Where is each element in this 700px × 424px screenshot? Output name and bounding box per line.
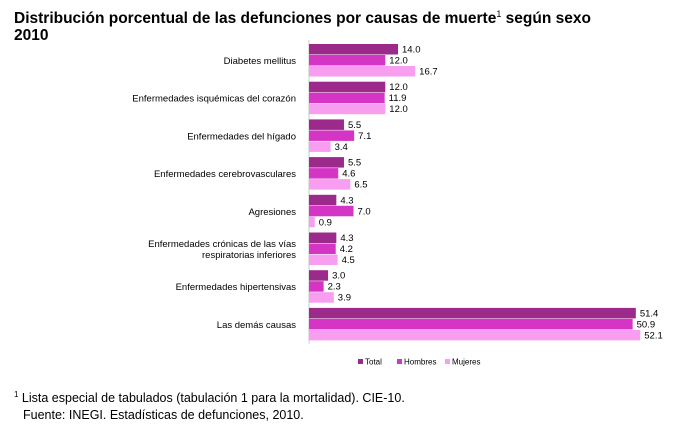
value-label: 16.7 [419,67,438,78]
bar-mujeres [309,254,338,265]
category-label: Enfermedades isquémicas del corazón [132,94,296,105]
value-label: 0.9 [319,217,332,228]
value-label: 4.5 [342,255,355,266]
value-label: 4.3 [340,195,353,206]
bar-hombres [309,168,339,179]
value-label: 3.0 [332,271,345,282]
title-text-tail: según sexo [501,10,591,27]
bar-hombres [309,130,355,141]
legend-swatch-total [358,359,363,364]
category-label: Las demás causas [217,320,296,331]
bar-mujeres [309,179,351,190]
bar-chart: Diabetes mellitus14.012.016.7Enfermedade… [132,40,663,367]
bar-hombres [309,55,386,66]
bar-mujeres [309,292,334,303]
title-footnote-marker: 1 [496,9,502,19]
bar-total [309,307,636,319]
category-label: Enfermedades cerebrovasculares [154,169,296,180]
title-line-1: Distribución porcentual de las defuncion… [14,6,694,27]
value-label: 2.3 [328,282,341,293]
value-label: 3.4 [335,142,348,153]
footnote-source: Fuente: INEGI. Estadísticas de defuncion… [23,408,304,422]
value-label: 4.6 [342,169,355,180]
bar-total [309,270,329,281]
bar-mujeres [309,216,315,228]
bar-mujeres [309,329,641,341]
legend-label-total: Total [365,358,382,367]
value-label: 12.0 [389,104,408,115]
value-label: 12.0 [389,56,408,67]
bar-total [309,194,337,206]
value-label: 7.0 [358,206,371,217]
value-label: 7.1 [358,131,371,142]
value-label: 5.5 [348,120,361,131]
bar-hombres [309,318,633,330]
category-label: Enfermedades crónicas de las vías [148,239,296,250]
bar-total [309,44,399,55]
value-label: 3.9 [338,293,351,304]
legend-swatch-hombres [397,359,402,364]
bar-total [309,232,337,243]
value-label: 4.3 [340,233,353,244]
bar-mujeres [309,103,386,115]
value-label: 50.9 [637,319,656,330]
value-label: 5.5 [348,158,361,169]
category-label: Enfermedades del hígado [187,131,296,142]
legend-label-mujeres: Mujeres [452,358,480,367]
legend-swatch-mujeres [445,359,450,364]
value-label: 52.1 [644,330,663,341]
category-label: Agresiones [248,207,296,218]
value-label: 4.2 [340,244,353,255]
bar-hombres [309,205,354,217]
value-label: 11.9 [389,93,407,104]
footnote-text-1: Lista especial de tabulados (tabulación … [18,391,405,405]
footnote: 1 Lista especial de tabulados (tabulació… [14,386,405,424]
footnote-marker: 1 [14,390,19,399]
bar-total [309,157,344,168]
bar-hombres [309,281,324,292]
category-label: respiratorias inferiores [202,250,296,261]
category-label: Enfermedades hipertensivas [176,282,297,293]
bar-total [309,119,344,130]
bar-hombres [309,92,385,104]
footnote-line-1: 1 Lista especial de tabulados (tabulació… [14,390,405,405]
bar-total [309,81,386,93]
bar-mujeres [309,141,331,152]
chart-title: Distribución porcentual de las defuncion… [14,6,694,44]
value-label: 51.4 [640,308,659,319]
bar-hombres [309,243,336,254]
bar-mujeres [309,66,416,77]
category-label: Diabetes mellitus [224,56,297,67]
value-label: 12.0 [389,82,408,93]
value-label: 14.0 [402,45,421,56]
title-year: 2010 [14,27,49,44]
title-text: Distribución porcentual de las defuncion… [14,10,497,27]
value-label: 6.5 [354,180,367,191]
legend-label-hombres: Hombres [404,358,436,367]
